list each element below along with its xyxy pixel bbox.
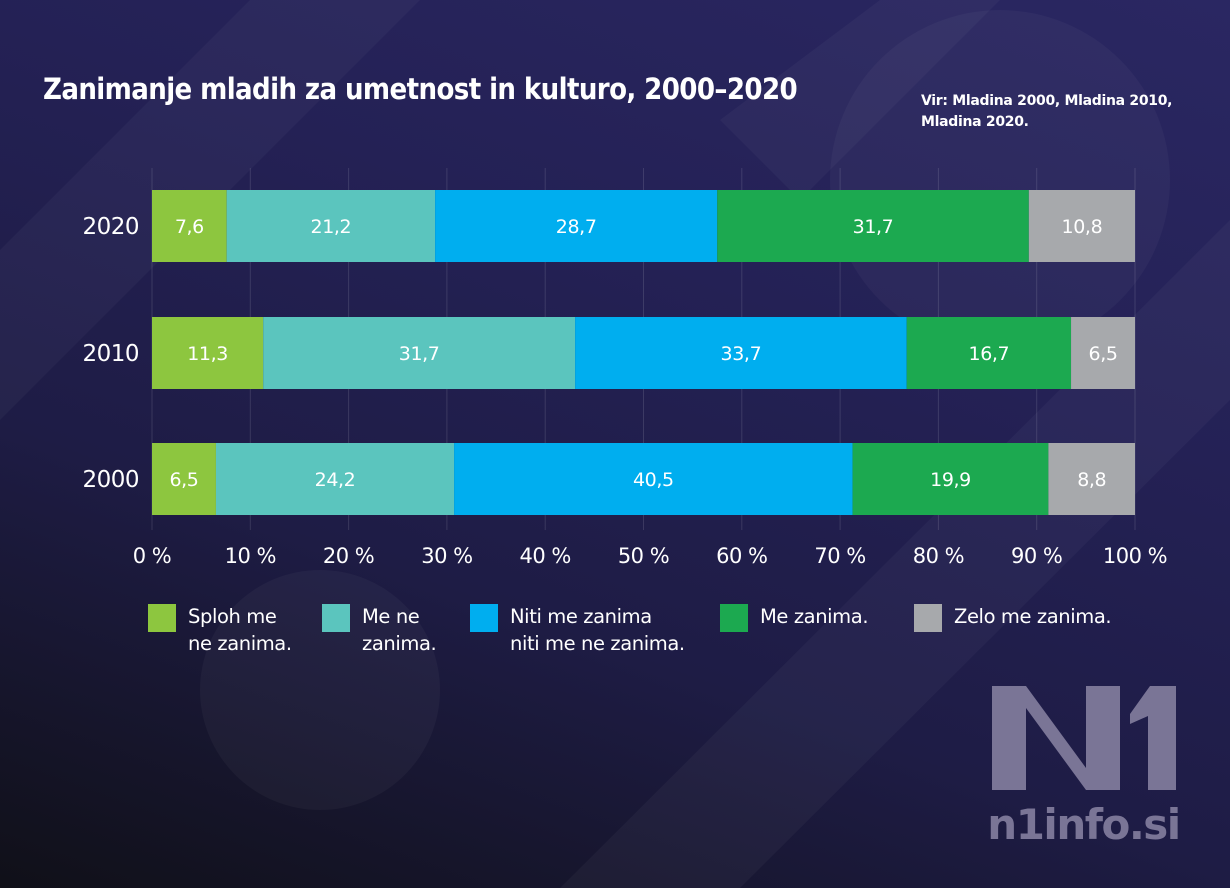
legend-label: Zelo me zanima. bbox=[954, 605, 1112, 628]
bar-value-label: 33,7 bbox=[721, 343, 762, 365]
x-tick-label: 50 % bbox=[618, 544, 669, 568]
x-tick-label: 10 % bbox=[225, 544, 276, 568]
bar-value-label: 40,5 bbox=[633, 469, 674, 491]
bars: 7,6 21,2 28,7 31,7 10,8 11,3 31,7 33,7 16,7 6,5 6,… bbox=[152, 190, 1135, 515]
bar-segment bbox=[152, 317, 264, 389]
bar-value-label: 31,7 bbox=[853, 216, 894, 238]
x-tick-label: 90 % bbox=[1011, 544, 1062, 568]
x-tick-label: 70 % bbox=[814, 544, 865, 568]
bar-value-label: 6,5 bbox=[1089, 343, 1118, 365]
bar-value-label: 24,2 bbox=[315, 469, 356, 491]
logo-text: n1info.si bbox=[987, 800, 1181, 849]
source-note: Vir: Mladina 2000, Mladina 2010, Mladina… bbox=[921, 93, 1173, 130]
legend-swatch bbox=[148, 604, 176, 632]
bar-segment bbox=[1071, 317, 1135, 389]
bar-segment bbox=[435, 190, 718, 262]
x-tick-label: 100 % bbox=[1103, 544, 1167, 568]
legend-label: Me ne zanima. bbox=[362, 605, 437, 655]
y-axis: 2020 2010 2000 bbox=[82, 214, 139, 493]
legend-swatch bbox=[720, 604, 748, 632]
legend-label: Me zanima. bbox=[760, 605, 869, 628]
bar-value-label: 11,3 bbox=[187, 343, 228, 365]
legend-swatch bbox=[914, 604, 942, 632]
legend-item: Me zanima. bbox=[720, 604, 869, 632]
bar-value-label: 16,7 bbox=[969, 343, 1010, 365]
logo-one-shape bbox=[1130, 686, 1176, 790]
category-label: 2000 bbox=[82, 467, 139, 493]
bar-segment bbox=[152, 190, 227, 262]
bar-segment bbox=[906, 317, 1072, 389]
category-label: 2010 bbox=[82, 341, 139, 367]
bar-segment bbox=[575, 317, 907, 389]
x-tick-label: 20 % bbox=[323, 544, 374, 568]
legend-label: Niti me zanima niti me ne zanima. bbox=[510, 605, 685, 655]
bar-segment bbox=[226, 190, 436, 262]
bar-segment bbox=[1048, 443, 1135, 515]
legend: Sploh me ne zanima. Me ne zanima. Niti me … bbox=[148, 604, 1208, 664]
logo-n-shape bbox=[992, 686, 1120, 790]
bar-segment bbox=[263, 317, 576, 389]
x-tick-label: 0 % bbox=[133, 544, 172, 568]
bar-segment bbox=[717, 190, 1029, 262]
x-tick-label: 60 % bbox=[716, 544, 767, 568]
legend-item: Me ne zanima. bbox=[322, 604, 437, 657]
bar-value-label: 19,9 bbox=[930, 469, 971, 491]
legend-item: Niti me zanima niti me ne zanima. bbox=[470, 604, 685, 657]
bar-value-label: 28,7 bbox=[556, 216, 597, 238]
legend-swatch bbox=[322, 604, 350, 632]
bar-segment bbox=[215, 443, 455, 515]
bar-segment bbox=[852, 443, 1049, 515]
bar-value-label: 8,8 bbox=[1077, 469, 1106, 491]
bar-value-label: 7,6 bbox=[175, 216, 204, 238]
bar-segment bbox=[152, 443, 216, 515]
bar-value-label: 31,7 bbox=[399, 343, 440, 365]
x-tick-label: 30 % bbox=[421, 544, 472, 568]
n1-logo-icon bbox=[992, 686, 1176, 790]
x-tick-label: 40 % bbox=[520, 544, 571, 568]
legend-label: Sploh me ne zanima. bbox=[188, 605, 292, 655]
legend-item: Sploh me ne zanima. bbox=[148, 604, 292, 657]
bar-segment bbox=[1028, 190, 1135, 262]
chart-title: Zanimanje mladih za umetnost in kulturo,… bbox=[43, 72, 798, 106]
legend-item: Zelo me zanima. bbox=[914, 604, 1112, 632]
x-tick-label: 80 % bbox=[913, 544, 964, 568]
bar-value-label: 6,5 bbox=[169, 469, 198, 491]
category-label: 2020 bbox=[82, 214, 139, 240]
legend-swatch bbox=[470, 604, 498, 632]
bar-value-label: 10,8 bbox=[1062, 216, 1103, 238]
bar-segment bbox=[454, 443, 853, 515]
bar-value-label: 21,2 bbox=[311, 216, 352, 238]
x-axis: 0 % 10 % 20 % 30 % 40 % 50 % 60 % 70 % 80 % 90 % 1… bbox=[133, 544, 1168, 568]
